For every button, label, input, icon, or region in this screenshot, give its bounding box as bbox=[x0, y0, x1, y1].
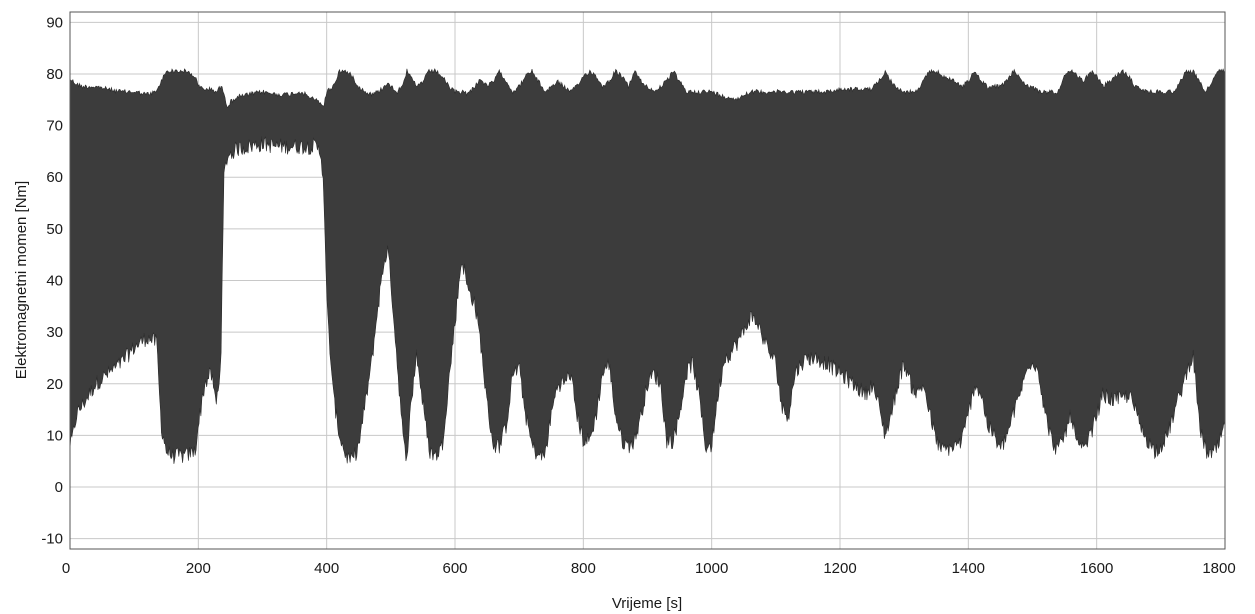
y-tick-label: 70 bbox=[46, 118, 63, 135]
x-tick-label: 1200 bbox=[823, 560, 856, 577]
y-tick-label: 20 bbox=[46, 376, 63, 393]
x-axis-label: Vrijeme [s] bbox=[612, 595, 682, 612]
y-tick-label: 90 bbox=[46, 14, 63, 31]
x-tick-label: 400 bbox=[314, 560, 339, 577]
y-tick-labels: -10 0 10 20 30 40 50 60 70 80 90 bbox=[41, 14, 63, 547]
y-tick-label: 0 bbox=[55, 479, 63, 496]
x-tick-label: 1800 bbox=[1202, 560, 1235, 577]
x-tick-label: 200 bbox=[186, 560, 211, 577]
y-axis-label: Elektromagnetni momen [Nm] bbox=[13, 181, 30, 379]
y-tick-label: -10 bbox=[41, 531, 63, 548]
x-tick-label: 0 bbox=[62, 560, 70, 577]
y-tick-label: 30 bbox=[46, 324, 63, 341]
y-tick-label: 60 bbox=[46, 169, 63, 186]
x-tick-label: 600 bbox=[442, 560, 467, 577]
x-tick-label: 1000 bbox=[695, 560, 728, 577]
y-tick-label: 40 bbox=[46, 273, 63, 290]
x-tick-label: 800 bbox=[571, 560, 596, 577]
y-tick-label: 80 bbox=[46, 66, 63, 83]
y-tick-label: 10 bbox=[46, 427, 63, 444]
x-tick-label: 1600 bbox=[1080, 560, 1113, 577]
plot-frame bbox=[69, 11, 1226, 550]
x-tick-labels: 0 200 400 600 800 1000 1200 1400 1600 1800 bbox=[62, 560, 1236, 577]
y-tick-label: 50 bbox=[46, 221, 63, 238]
x-tick-label: 1400 bbox=[952, 560, 985, 577]
